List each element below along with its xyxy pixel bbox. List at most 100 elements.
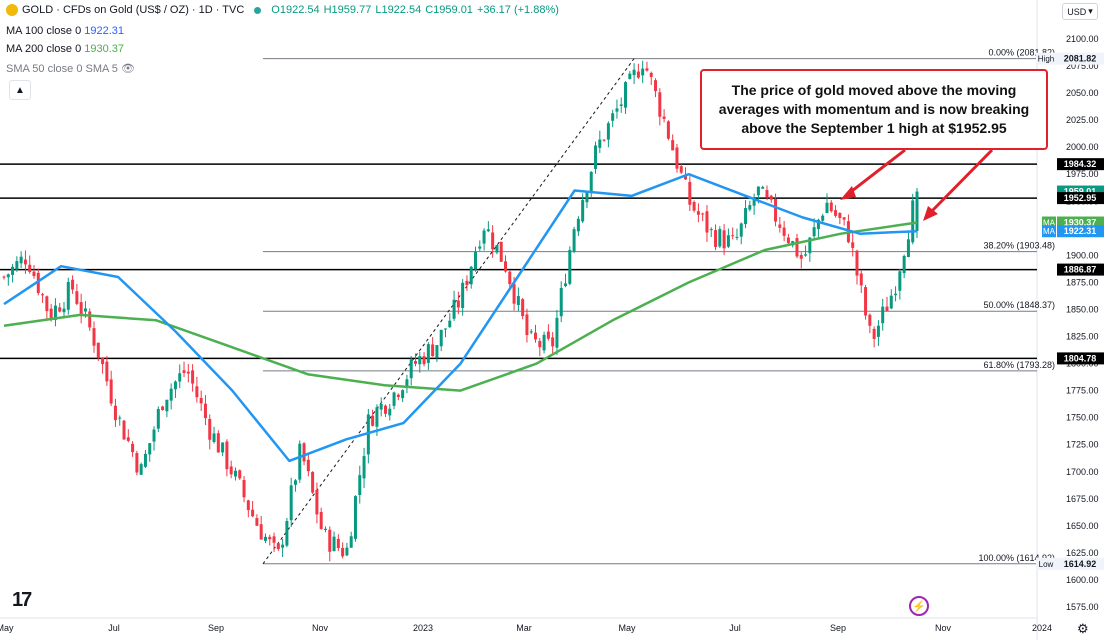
candle-body: [118, 417, 122, 419]
candle-body: [165, 399, 169, 412]
x-tick-label: Mar: [516, 623, 532, 633]
candle-body: [641, 68, 645, 76]
candle-body: [718, 229, 722, 247]
candle-body: [122, 420, 126, 440]
candle-body: [525, 314, 529, 336]
eye-off-icon[interactable]: 👁: [120, 63, 135, 75]
price-label-box: [1057, 352, 1104, 365]
candle-body: [782, 227, 786, 236]
candle-body: [761, 186, 765, 189]
candle-body: [495, 245, 499, 253]
candle-body: [474, 251, 478, 270]
x-tick-label: May: [618, 623, 636, 633]
tradingview-logo[interactable]: 17: [12, 589, 32, 611]
candle-body: [752, 198, 756, 206]
candle-body: [199, 397, 203, 404]
y-tick-label: 2025.00: [1066, 115, 1099, 125]
candle-body: [323, 528, 327, 530]
candle-body: [615, 108, 619, 112]
currency-select[interactable]: USD ▾: [1062, 3, 1098, 20]
candle-body: [281, 544, 285, 548]
candle-body: [79, 302, 83, 314]
candle-body: [186, 371, 190, 374]
y-tick-label: 1700.00: [1066, 467, 1099, 477]
candle-body: [405, 379, 409, 389]
candle-body: [315, 489, 319, 515]
y-tick-label: 1625.00: [1066, 548, 1099, 558]
candle-body: [53, 305, 57, 320]
candle-body: [71, 279, 75, 290]
price-label: 2081.82: [1064, 54, 1097, 64]
ohlc-high: H1959.77: [323, 4, 372, 16]
candle-body: [705, 211, 709, 233]
x-tick-label: 2024: [1032, 623, 1052, 633]
x-tick-label: Nov: [312, 623, 329, 633]
candle-body: [684, 175, 688, 180]
candle-body: [555, 317, 559, 348]
candle-body: [426, 344, 430, 363]
candle-body: [529, 331, 533, 333]
candle-body: [572, 229, 576, 252]
candle-body: [722, 230, 726, 249]
ohlc-open: O1922.54: [271, 4, 320, 16]
candle-body: [161, 406, 165, 411]
candle-body: [255, 518, 259, 526]
candle-body: [379, 404, 383, 410]
candle-body: [418, 356, 422, 365]
flash-icon[interactable]: ⚡: [909, 596, 929, 616]
candle-body: [546, 331, 550, 339]
candle-body: [696, 211, 700, 215]
candle-body: [371, 415, 375, 426]
candle-body: [804, 254, 808, 256]
currency-label: USD: [1067, 6, 1087, 17]
candle-body: [688, 181, 692, 205]
candle-body: [229, 466, 233, 475]
annotation-text: The price of gold moved above the moving…: [718, 82, 1030, 136]
annotation-arrow-head: [840, 186, 856, 200]
sma50-legend[interactable]: SMA 50 close 0 SMA 5 👁: [6, 62, 135, 75]
candle-body: [298, 443, 302, 480]
candle-body: [109, 379, 113, 404]
candle-body: [353, 496, 357, 539]
candle-body: [139, 464, 143, 475]
gear-icon[interactable]: ⚙: [1077, 621, 1089, 636]
price-label: 1984.32: [1064, 159, 1097, 169]
ma200-line: [3, 221, 918, 392]
candle-body: [431, 344, 435, 357]
candle-body: [456, 300, 460, 308]
y-tick-label: 2000.00: [1066, 142, 1099, 152]
candle-body: [28, 264, 32, 272]
symbol-title[interactable]: GOLD · CFDs on Gold (US$ / OZ) · 1D · TV…: [22, 4, 245, 16]
candle-body: [105, 361, 109, 382]
y-tick-label: 1850.00: [1066, 304, 1099, 314]
candle-body: [216, 433, 220, 453]
candle-body: [289, 485, 293, 521]
candle-body: [131, 443, 135, 453]
price-label: 1959.01: [1064, 187, 1097, 197]
candle-body: [221, 442, 225, 453]
candle-body: [478, 246, 482, 249]
ma200-value: 1930.37: [84, 43, 125, 55]
candle-body: [906, 239, 910, 258]
candle-body: [36, 272, 40, 294]
candle-body: [178, 373, 182, 382]
candle-body: [328, 529, 332, 552]
candle-body: [242, 479, 246, 498]
candle-body: [512, 283, 516, 304]
chevron-up-icon[interactable]: ▲: [9, 80, 31, 100]
candle-body: [486, 229, 490, 232]
candle-body: [701, 213, 705, 215]
candle-body: [212, 433, 216, 443]
ma100-label: MA 100 close 0: [6, 25, 82, 37]
candle-body: [774, 198, 778, 222]
y-tick-label: 1975.00: [1066, 169, 1099, 179]
y-tick-label: 1900.00: [1066, 250, 1099, 260]
candle-body: [649, 72, 653, 77]
price-tag-box: [1042, 225, 1056, 238]
candle-body: [859, 273, 863, 286]
ma100-legend[interactable]: MA 100 close 0 1922.31: [6, 25, 124, 37]
candle-body: [671, 140, 675, 151]
candle-body: [32, 271, 36, 277]
ma200-legend[interactable]: MA 200 close 0 1930.37: [6, 43, 124, 55]
